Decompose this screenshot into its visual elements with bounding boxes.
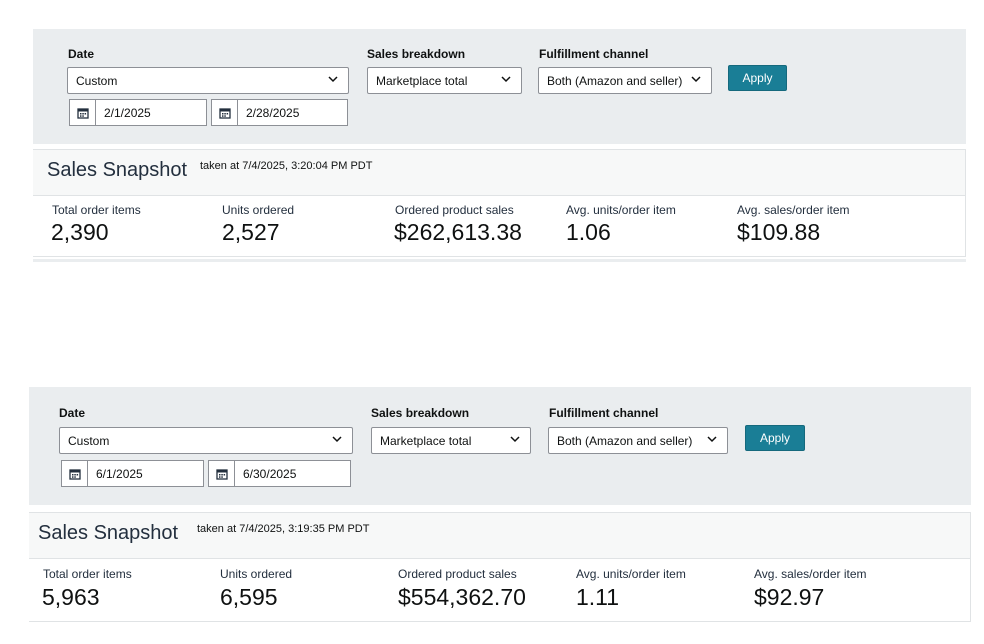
date-range-value: Custom [76,73,118,88]
fulfillment-channel-label: Fulfillment channel [549,406,659,420]
chevron-down-icon [332,436,342,443]
metric-label: Total order items [43,567,132,581]
sales-breakdown-value: Marketplace total [380,433,472,448]
snapshot-timestamp: taken at 7/4/2025, 3:20:04 PM PDT [200,160,373,172]
metric-value: 2,390 [51,219,109,245]
section-divider [33,259,966,262]
fulfillment-channel-label: Fulfillment channel [539,47,649,61]
apply-button[interactable]: Apply [728,65,787,91]
snapshot-title: Sales Snapshot [47,159,188,181]
metric-label: Ordered product sales [395,203,514,217]
sales-breakdown-select[interactable]: Marketplace total [367,67,522,94]
metric-value: $554,362.70 [398,584,526,610]
metric-label: Total order items [52,203,141,217]
sales-breakdown-value: Marketplace total [376,73,468,88]
snapshot-header: Sales Snapshot taken at 7/4/2025, 3:20:0… [33,150,965,196]
metric-label: Avg. units/order item [566,203,676,217]
date-range-select[interactable]: Custom [67,67,349,94]
metric-value: $92.97 [754,584,825,610]
fulfillment-channel-value: Both (Amazon and seller) [557,433,693,448]
metric-label: Units ordered [220,567,293,581]
chevron-down-icon [328,76,338,83]
sales-breakdown-label: Sales breakdown [371,406,470,420]
chevron-down-icon [501,76,511,83]
filter-panel: Date Custom 2/1/2025 2/28/2025 Sales bre… [33,29,966,144]
apply-button[interactable]: Apply [745,425,805,451]
end-date-value: 2/28/2025 [246,105,300,120]
snapshot-title: Sales Snapshot [38,522,179,544]
chevron-down-icon [691,76,701,83]
snapshot-header: Sales Snapshot taken at 7/4/2025, 3:19:3… [29,513,970,559]
start-date-value: 6/1/2025 [96,466,143,481]
metric-value: $109.88 [737,219,821,245]
metric-value: 1.06 [566,219,611,245]
date-label: Date [68,47,95,61]
sales-breakdown-label: Sales breakdown [367,47,466,61]
start-date-field[interactable]: 2/1/2025 [69,99,207,126]
end-date-field[interactable]: 2/28/2025 [211,99,348,126]
metric-label: Avg. sales/order item [754,567,867,581]
calendar-icon[interactable] [209,461,235,486]
filter-panel: Date Custom 6/1/2025 6/30/2025 Sales bre… [29,387,971,505]
sales-snapshot-card: Sales Snapshot taken at 7/4/2025, 3:19:3… [29,512,971,622]
metric-value: 6,595 [220,584,278,610]
start-date-value: 2/1/2025 [104,105,151,120]
chevron-down-icon [510,436,520,443]
metric-value: 2,527 [222,219,280,245]
metric-value: 1.11 [576,584,620,610]
metric-value: $262,613.38 [394,219,522,245]
metric-label: Ordered product sales [398,567,517,581]
date-range-value: Custom [68,433,110,448]
end-date-value: 6/30/2025 [243,466,297,481]
calendar-icon[interactable] [62,461,88,486]
fulfillment-channel-value: Both (Amazon and seller) [547,73,683,88]
date-label: Date [59,406,86,420]
calendar-icon[interactable] [70,100,96,125]
sales-breakdown-select[interactable]: Marketplace total [371,427,531,454]
fulfillment-channel-select[interactable]: Both (Amazon and seller) [538,67,712,94]
snapshot-timestamp: taken at 7/4/2025, 3:19:35 PM PDT [197,523,370,535]
sales-snapshot-card: Sales Snapshot taken at 7/4/2025, 3:20:0… [33,149,966,257]
fulfillment-channel-select[interactable]: Both (Amazon and seller) [548,427,728,454]
chevron-down-icon [707,436,717,443]
metric-label: Avg. sales/order item [737,203,850,217]
calendar-icon[interactable] [212,100,238,125]
end-date-field[interactable]: 6/30/2025 [208,460,351,487]
date-range-select[interactable]: Custom [59,427,353,454]
metric-label: Avg. units/order item [576,567,686,581]
metric-value: 5,963 [42,584,100,610]
start-date-field[interactable]: 6/1/2025 [61,460,204,487]
metric-label: Units ordered [222,203,295,217]
